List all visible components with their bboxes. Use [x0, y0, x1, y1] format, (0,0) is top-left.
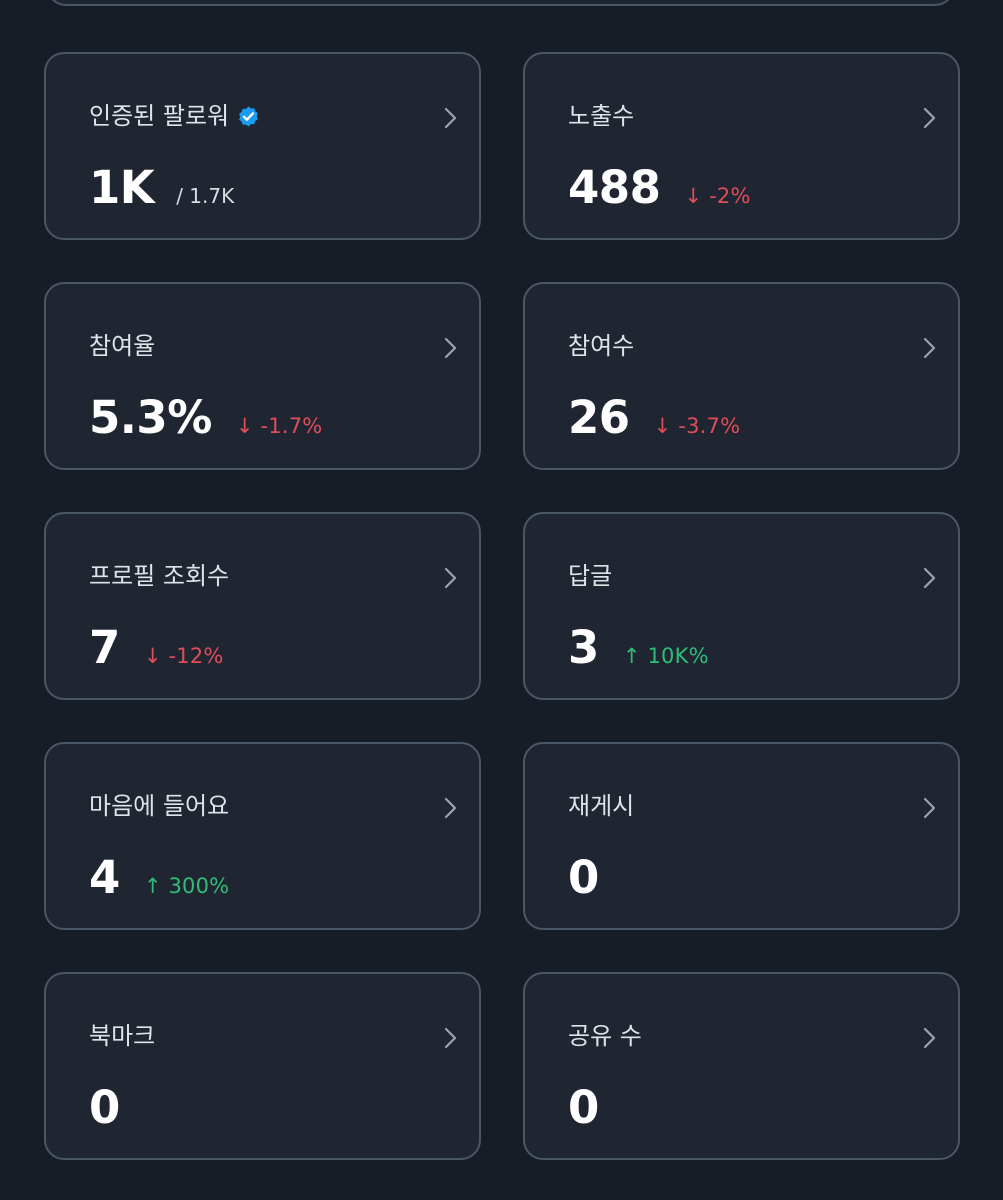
metric-title-row: 답글 — [568, 560, 612, 592]
metric-value-row: 4 ↑ 300% — [89, 852, 229, 904]
metric-card-engagement-rate[interactable]: 참여율 5.3% ↓ -1.7% — [44, 282, 481, 470]
metric-card-bookmarks[interactable]: 북마크 0 — [44, 972, 481, 1160]
metric-label: 북마크 — [89, 1022, 156, 1050]
metric-total: / 1.7K — [176, 184, 235, 208]
metric-label: 인증된 팔로워 — [89, 102, 230, 130]
metric-label: 마음에 들어요 — [89, 792, 230, 820]
metric-card-engagements[interactable]: 참여수 26 ↓ -3.7% — [523, 282, 960, 470]
metric-value-row: 5.3% ↓ -1.7% — [89, 392, 322, 444]
metric-title-row: 재게시 — [568, 790, 634, 822]
metric-value: 0 — [568, 851, 599, 904]
metric-label: 공유 수 — [568, 1022, 642, 1050]
metric-change: ↑ 300% — [143, 874, 230, 898]
metric-value-row: 0 — [89, 1082, 120, 1134]
metric-card-reposts[interactable]: 재게시 0 — [523, 742, 960, 930]
chevron-right-icon — [444, 337, 457, 359]
metric-value-row: 0 — [568, 852, 599, 904]
metric-title-row: 공유 수 — [568, 1020, 642, 1052]
metric-value: 488 — [568, 161, 661, 214]
chevron-right-icon — [923, 797, 936, 819]
metric-label: 재게시 — [568, 792, 635, 820]
metric-label: 참여수 — [568, 332, 635, 360]
metric-title-row: 인증된 팔로워 — [89, 100, 260, 132]
metric-value: 3 — [568, 621, 599, 674]
metric-value-row: 26 ↓ -3.7% — [568, 392, 740, 444]
metric-value-row: 1K / 1.7K — [89, 162, 234, 214]
metric-card-profile-visits[interactable]: 프로필 조회수 7 ↓ -12% — [44, 512, 481, 700]
metric-change: ↓ -1.7% — [235, 414, 323, 438]
chevron-right-icon — [923, 1027, 936, 1049]
chevron-right-icon — [923, 337, 936, 359]
chevron-right-icon — [923, 567, 936, 589]
metric-change: ↑ 10K% — [622, 644, 709, 668]
metric-change: ↓ -12% — [143, 644, 224, 668]
metric-value-row: 488 ↓ -2% — [568, 162, 751, 214]
metric-value: 0 — [89, 1081, 120, 1134]
top-card-edge — [46, 0, 955, 6]
metric-value: 7 — [89, 621, 120, 674]
chevron-right-icon — [444, 797, 457, 819]
metric-value-row: 3 ↑ 10K% — [568, 622, 709, 674]
metric-title-row: 참여수 — [568, 330, 634, 362]
metric-label: 프로필 조회수 — [89, 562, 230, 590]
metric-title-row: 노출수 — [568, 100, 634, 132]
metric-card-likes[interactable]: 마음에 들어요 4 ↑ 300% — [44, 742, 481, 930]
metric-label: 참여율 — [89, 332, 156, 360]
metric-value: 4 — [89, 851, 120, 904]
metric-value: 0 — [568, 1081, 599, 1134]
metric-label: 노출수 — [568, 102, 635, 130]
metric-title-row: 참여율 — [89, 330, 155, 362]
metric-card-shares[interactable]: 공유 수 0 — [523, 972, 960, 1160]
metric-value: 5.3% — [89, 391, 212, 444]
metric-title-row: 프로필 조회수 — [89, 560, 229, 592]
metrics-grid: 인증된 팔로워 1K / 1.7K 노출수 488 ↓ -2% 참여율 — [44, 52, 960, 1160]
metric-value-row: 7 ↓ -12% — [89, 622, 224, 674]
metric-title-row: 마음에 들어요 — [89, 790, 229, 822]
chevron-right-icon — [923, 107, 936, 129]
metric-value: 26 — [568, 391, 630, 444]
metric-card-replies[interactable]: 답글 3 ↑ 10K% — [523, 512, 960, 700]
metric-change: ↓ -2% — [684, 184, 751, 208]
metric-card-impressions[interactable]: 노출수 488 ↓ -2% — [523, 52, 960, 240]
metric-title-row: 북마크 — [89, 1020, 155, 1052]
chevron-right-icon — [444, 107, 457, 129]
metric-value-row: 0 — [568, 1082, 599, 1134]
metric-value: 1K — [89, 161, 155, 214]
metric-label: 답글 — [568, 562, 613, 590]
metric-card-verified-followers[interactable]: 인증된 팔로워 1K / 1.7K — [44, 52, 481, 240]
chevron-right-icon — [444, 567, 457, 589]
chevron-right-icon — [444, 1027, 457, 1049]
verified-badge-icon — [239, 105, 259, 127]
metric-change: ↓ -3.7% — [653, 414, 741, 438]
